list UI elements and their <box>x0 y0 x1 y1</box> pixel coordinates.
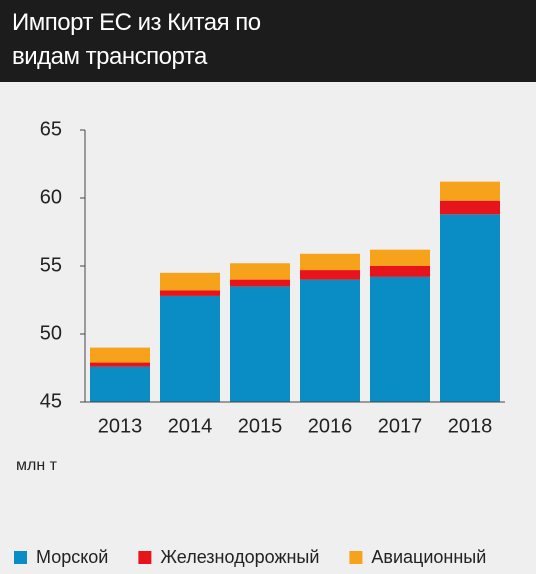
legend-label: Авиационный <box>371 547 486 567</box>
bar-segment <box>160 290 220 296</box>
y-tick-label: 50 <box>40 322 62 344</box>
bar-segment <box>90 362 150 367</box>
bar-segment <box>370 276 430 402</box>
header <box>0 0 536 82</box>
x-tick-label: 2014 <box>168 415 213 437</box>
legend-label: Морской <box>36 547 108 567</box>
x-tick-label: 2018 <box>448 415 493 437</box>
x-tick-label: 2017 <box>378 415 423 437</box>
x-tick-label: 2015 <box>238 415 283 437</box>
bar-segment <box>370 266 430 277</box>
legend-label: Железнодорожный <box>160 547 319 567</box>
bar-segment <box>90 366 150 402</box>
bar-segment <box>300 270 360 280</box>
legend-swatch <box>349 551 363 564</box>
bar-segment <box>440 200 500 215</box>
chart-title: Импорт ЕС из Китая по видам транспорта <box>12 9 261 70</box>
bar-segment <box>230 263 290 280</box>
bar-segment <box>300 279 360 402</box>
bar-segment <box>90 347 150 363</box>
y-tick-label: 65 <box>40 118 62 140</box>
y-tick-label: 45 <box>40 390 62 412</box>
bar-segment <box>440 181 500 201</box>
bar-segment <box>160 272 220 291</box>
y-axis-label: млн т <box>16 457 58 474</box>
bar-segment <box>300 253 360 271</box>
legend-swatch <box>14 551 27 564</box>
bar-segment <box>230 279 290 287</box>
bar-segment <box>160 295 220 402</box>
x-tick-label: 2016 <box>308 415 353 437</box>
legend-swatch <box>138 551 152 564</box>
x-tick-label: 2013 <box>98 415 143 437</box>
bar-segment <box>370 249 430 266</box>
y-tick-label: 60 <box>40 186 62 208</box>
bar-segment <box>440 214 500 402</box>
bar-segment <box>230 286 290 402</box>
y-tick-label: 55 <box>40 254 62 276</box>
